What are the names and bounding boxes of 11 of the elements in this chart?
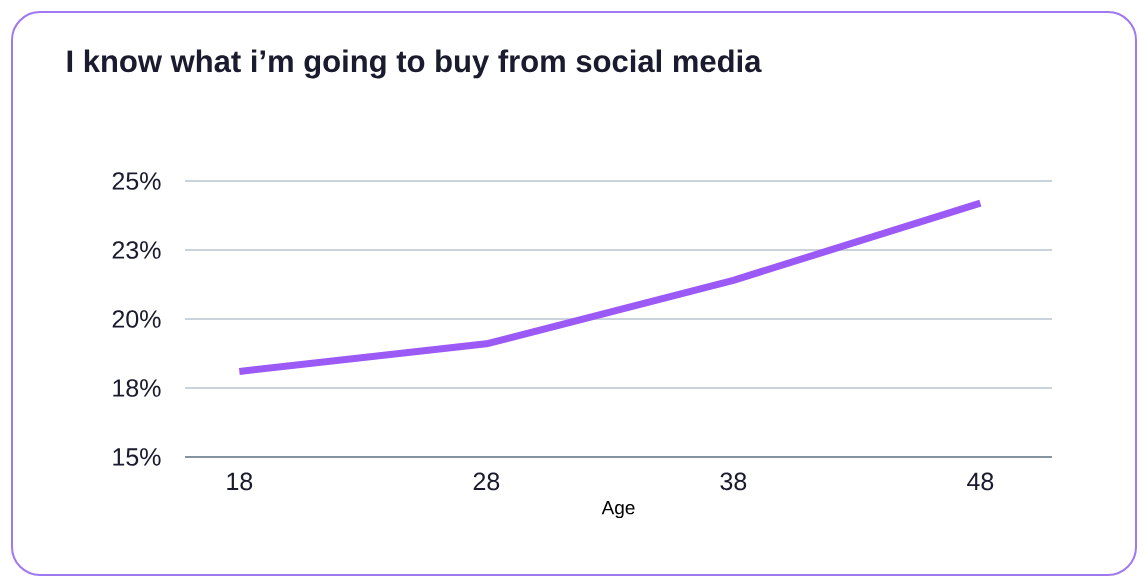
y-tick-label: 23% <box>112 241 161 259</box>
x-tick-label: 48 <box>967 472 994 491</box>
x-tick-label: 28 <box>473 472 500 491</box>
y-tick-label: 15% <box>113 448 161 466</box>
x-tick-label: 38 <box>720 472 747 491</box>
y-tick-label: 18% <box>113 379 161 397</box>
x-tick-label: 18 <box>227 472 253 491</box>
x-axis-title: Age <box>601 501 635 519</box>
y-tick-label: 20% <box>112 310 161 328</box>
chart-title: I know what i’m going to buy from social media <box>67 49 762 79</box>
y-tick-label: 25% <box>112 172 161 190</box>
